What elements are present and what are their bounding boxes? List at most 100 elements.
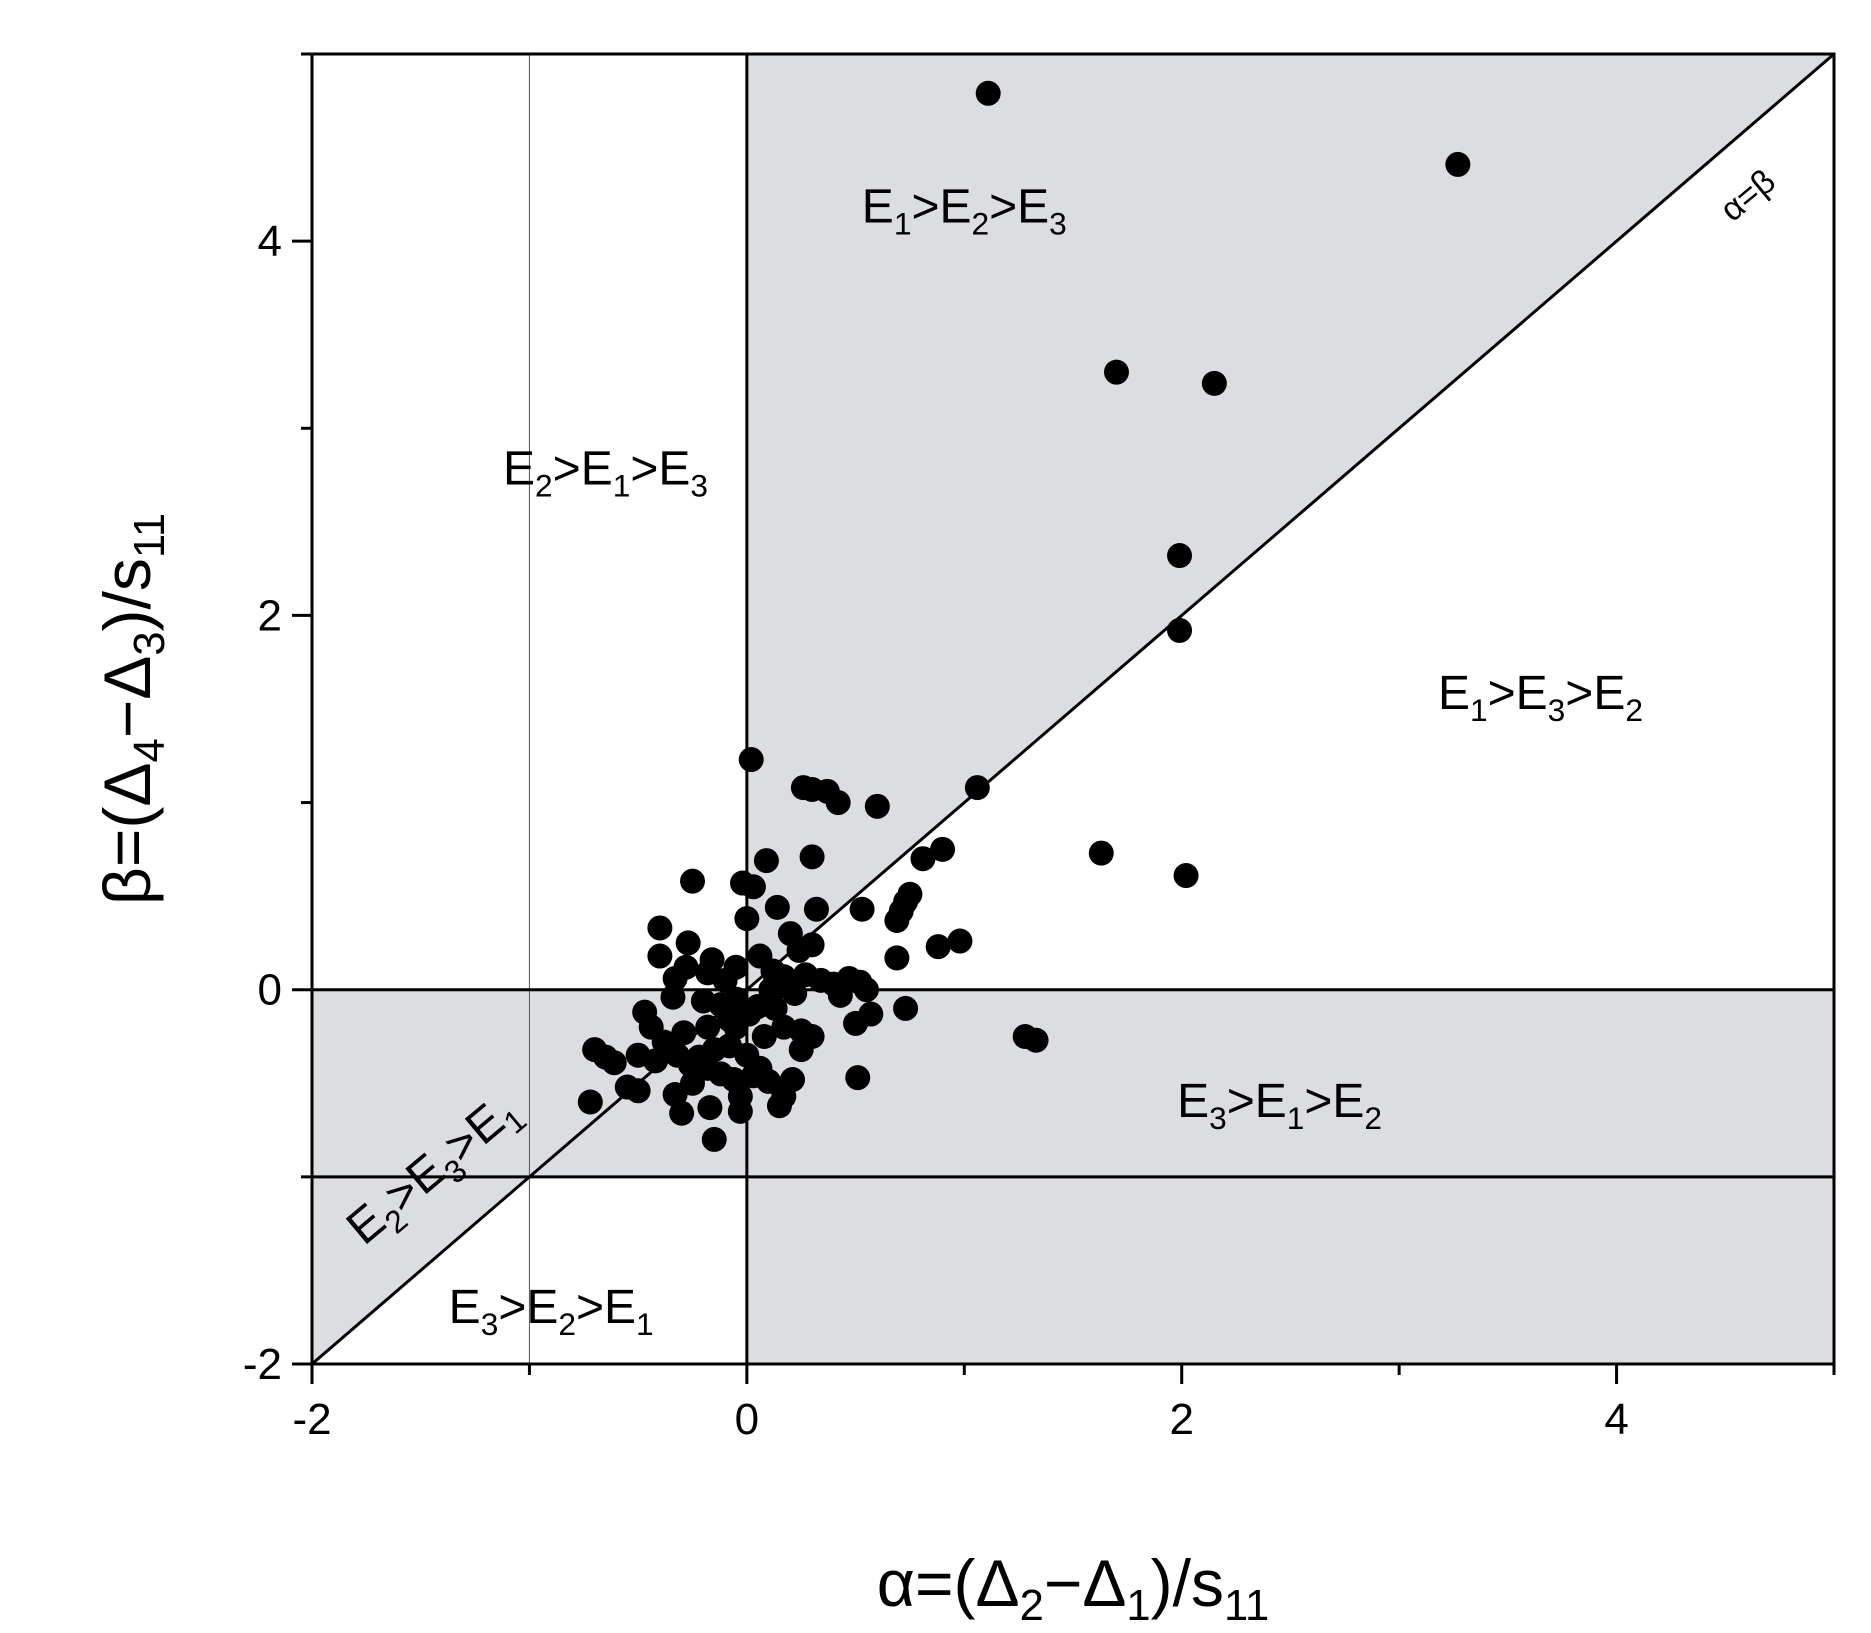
x-axis-title-sub: 11 [1224, 1582, 1269, 1630]
data-point [756, 1068, 782, 1094]
data-point [864, 793, 890, 819]
data-point [758, 977, 784, 1003]
data-point [680, 868, 705, 894]
region-label-subscript: 2 [1625, 692, 1643, 728]
region-label-subscript: 3 [1209, 1100, 1227, 1136]
data-point [577, 1089, 603, 1115]
shaded-region [746, 1176, 1834, 1364]
region-label-part: >E [630, 442, 690, 495]
y-axis-title: β=(Δ4−Δ3)/s11 [90, 513, 174, 905]
y-tick-label: 0 [258, 966, 282, 1015]
data-point [716, 1007, 742, 1033]
region-label-part: >E [1304, 1075, 1364, 1128]
data-point [799, 932, 825, 958]
data-point [1167, 543, 1193, 569]
region-label-subscript: 2 [535, 467, 553, 503]
data-point [884, 907, 910, 933]
data-point [884, 945, 910, 971]
y-axis-title-part: )/s [90, 558, 164, 631]
region-label-part: E [503, 442, 535, 495]
data-point [853, 977, 879, 1003]
diagonal-line-label: α=β [1713, 162, 1783, 229]
shaded-region [312, 989, 1834, 1177]
data-point [825, 790, 851, 816]
x-axis-title-part: α=(Δ [877, 1546, 1020, 1620]
data-point [660, 984, 686, 1010]
region-label-part: >E [553, 442, 613, 495]
y-tick-label: 2 [258, 591, 282, 640]
data-point [736, 1001, 762, 1027]
region-label-subscript: 1 [1470, 692, 1488, 728]
region-label-part: E [1438, 667, 1470, 720]
region-label-part: >E [576, 1281, 636, 1334]
data-point [727, 1098, 753, 1124]
y-axis-title-part: β=(Δ [90, 763, 164, 906]
region-label-e3e2e1: E3>E2>E1 [449, 1281, 654, 1342]
data-point [893, 995, 919, 1021]
data-point [647, 943, 673, 969]
region-label-subscript: 1 [613, 467, 631, 503]
region-label-part: >E [989, 180, 1049, 233]
data-point [1445, 151, 1471, 177]
y-axis-title-sub: 4 [126, 738, 174, 762]
data-point [1173, 863, 1199, 889]
data-point [695, 1014, 721, 1040]
x-axis-title: α=(Δ2−Δ1)/s11 [877, 1546, 1269, 1630]
data-point [975, 80, 1001, 106]
data-point [751, 1024, 777, 1049]
data-point [858, 1001, 884, 1027]
data-point [925, 934, 951, 960]
data-point [849, 896, 875, 922]
region-label-subscript: 3 [1548, 692, 1566, 728]
region-label-subscript: 1 [636, 1306, 654, 1342]
region-label-subscript: 3 [1049, 205, 1067, 241]
region-label-part: >E [1488, 667, 1548, 720]
data-point [643, 1048, 669, 1074]
y-tick-label: 4 [258, 217, 282, 266]
data-point [930, 836, 956, 862]
y-axis-title-sub: 3 [126, 631, 174, 655]
data-point [788, 1037, 814, 1063]
data-point [845, 1065, 871, 1091]
data-point [1088, 840, 1114, 866]
x-axis-title-part: )/s [1151, 1546, 1224, 1620]
y-axis-title-sub: 11 [126, 513, 174, 558]
region-label-subscript: 2 [1364, 1100, 1382, 1136]
data-point [712, 967, 738, 993]
region-label-part: E [1177, 1075, 1209, 1128]
data-point [753, 848, 779, 874]
data-point [701, 1126, 727, 1152]
data-point [799, 844, 825, 870]
data-point [697, 1095, 723, 1121]
data-point [803, 896, 829, 922]
data-point [680, 1070, 705, 1096]
region-label-e2e1e3: E2>E1>E3 [503, 442, 708, 503]
x-axis-title-part: −Δ [1044, 1546, 1127, 1620]
data-point [1023, 1027, 1049, 1053]
tick-labels: -2 0 2 4 -2 0 2 4 [243, 217, 1629, 1444]
y-axis-title-part: −Δ [90, 656, 164, 739]
axis-ticks [292, 52, 1836, 1384]
region-label-subscript: 3 [481, 1306, 499, 1342]
data-point [766, 1093, 792, 1119]
data-point [764, 894, 790, 920]
data-point [827, 982, 853, 1008]
data-point [662, 965, 688, 991]
region-label-part: >E [1227, 1075, 1287, 1128]
x-tick-label: 2 [1169, 1395, 1193, 1444]
data-point [601, 1050, 627, 1076]
region-label-e3e1e2: E3>E1>E2 [1177, 1075, 1382, 1136]
region-label-e1e2e3: E1>E2>E3 [862, 180, 1067, 241]
data-point [1167, 617, 1193, 643]
region-label-subscript: 2 [971, 205, 989, 241]
x-axis-title-sub: 1 [1126, 1582, 1150, 1630]
x-tick-label: -2 [292, 1395, 331, 1444]
region-label-subscript: 3 [690, 467, 708, 503]
data-points [577, 80, 1471, 1152]
x-tick-label: 4 [1604, 1395, 1628, 1444]
region-label-part: E [862, 180, 894, 233]
data-point [734, 906, 760, 932]
y-tick-label: -2 [243, 1340, 282, 1389]
x-axis-title-sub: 2 [1020, 1582, 1044, 1630]
data-point [762, 995, 788, 1021]
